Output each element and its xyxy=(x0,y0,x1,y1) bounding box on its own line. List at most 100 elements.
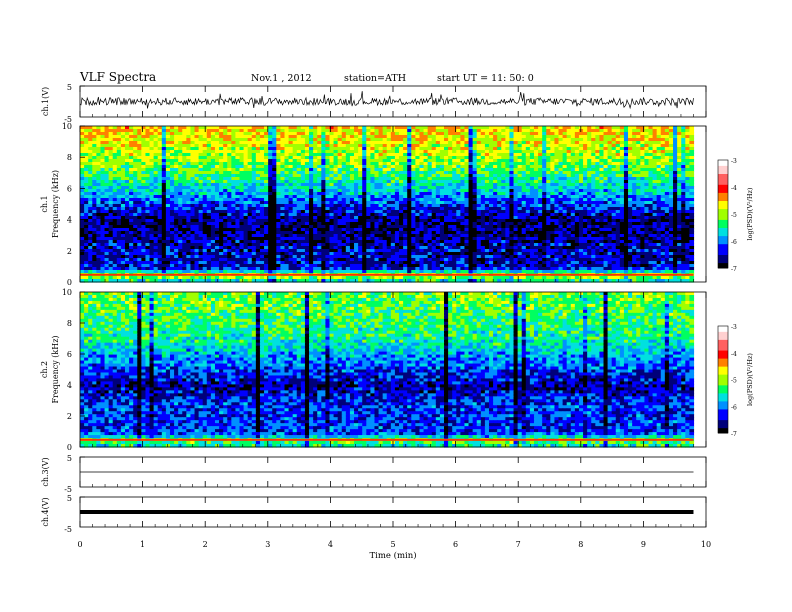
s1-colorbar-step xyxy=(718,214,728,218)
s2-colorbar-step xyxy=(718,347,728,351)
s2-colorbar-step xyxy=(718,424,728,429)
s2-colorbar-step xyxy=(718,344,728,348)
s1-colorbar-step xyxy=(718,176,728,180)
s1-colorbar-step xyxy=(718,265,728,269)
s1-ytick-2: 2 xyxy=(67,247,72,256)
s1-colorbar-tick--3: -3 xyxy=(731,158,737,165)
ch2-spec-cells xyxy=(80,292,695,448)
s2-ylabel-ch: ch.2 xyxy=(40,361,49,378)
ch1-trace xyxy=(79,91,694,110)
s2-colorbar-step xyxy=(718,419,728,423)
s2-colorbar-step xyxy=(718,355,728,359)
s1-colorbar-step xyxy=(718,197,728,201)
ch4-ylabel: ch.4(V) xyxy=(41,497,50,526)
s1-colorbar-step xyxy=(718,254,728,258)
s2-colorbar-step xyxy=(718,403,728,407)
s1-colorbar-step xyxy=(718,162,728,166)
xtick-label-1: 1 xyxy=(140,540,145,549)
s2-colorbar-step xyxy=(718,331,728,335)
s1-colorbar-step xyxy=(718,222,728,226)
s2-colorbar-step xyxy=(718,398,728,402)
s2-colorbar-step xyxy=(718,374,728,378)
s2-colorbar-step xyxy=(718,382,728,386)
xtick-label-9: 9 xyxy=(641,540,646,549)
s1-colorbar-step xyxy=(718,184,728,188)
ch2-spec-band xyxy=(80,438,694,441)
s2-colorbar-step xyxy=(718,422,728,426)
station-label: station=ATH xyxy=(344,73,406,84)
ch3-ytick-bottom: -5 xyxy=(64,485,72,494)
xtick-label-2: 2 xyxy=(203,540,208,549)
s2-colorbar-step xyxy=(718,363,728,367)
ch1-spec-cells xyxy=(80,126,695,283)
s1-colorbar-step xyxy=(718,195,728,199)
s1-colorbar-step xyxy=(718,230,728,234)
s2-colorbar-step xyxy=(718,416,728,421)
s1-colorbar-step xyxy=(718,165,728,169)
s2-colorbar-step xyxy=(718,358,728,362)
s2-colorbar-step xyxy=(718,384,728,389)
s2-ylabel-freq: Frequency (kHz) xyxy=(51,335,60,403)
ch1-spec-band xyxy=(80,273,694,276)
s1-colorbar-step xyxy=(718,241,728,245)
xtick-label-5: 5 xyxy=(390,540,395,549)
s2-colorbar-tick--3: -3 xyxy=(731,324,737,331)
s2-colorbar-step xyxy=(718,326,728,330)
s2-colorbar-step xyxy=(718,376,728,380)
s2-colorbar-step xyxy=(718,390,728,394)
ch4-trace xyxy=(80,510,694,514)
s2-colorbar-step xyxy=(718,328,728,332)
xtick-label-6: 6 xyxy=(453,540,458,549)
ch1-ytick-bottom: -5 xyxy=(64,115,72,124)
s1-ylabel-ch: ch.1 xyxy=(40,195,49,212)
s2-colorbar-step xyxy=(718,379,728,383)
s1-ylabel-freq: Frequency (kHz) xyxy=(51,170,60,238)
s1-colorbar-step xyxy=(718,211,728,215)
s2-colorbar-step xyxy=(718,430,728,434)
s1-colorbar-tick--5: -5 xyxy=(731,212,737,219)
xtick-label-4: 4 xyxy=(328,540,333,549)
s1-colorbar-step xyxy=(718,224,728,228)
ch1-ytick-top: 5 xyxy=(67,83,72,92)
s2-ytick-2: 2 xyxy=(67,412,72,421)
s2-colorbar-step xyxy=(718,336,728,340)
s1-colorbar-step xyxy=(718,200,728,204)
xtick-label-10: 10 xyxy=(701,540,711,549)
s1-ytick-4: 4 xyxy=(67,216,72,225)
s1-colorbar-step xyxy=(718,238,728,242)
s2-colorbar-label: log(PSD)(V²/Hz) xyxy=(746,353,754,406)
s2-colorbar-step xyxy=(718,414,728,418)
s1-colorbar-step xyxy=(718,205,728,210)
s2-colorbar-tick--7: -7 xyxy=(731,431,737,438)
s1-colorbar-label: log(PSD)(V²/Hz) xyxy=(746,187,754,240)
s1-colorbar-step xyxy=(718,160,728,164)
s1-colorbar-step xyxy=(718,232,728,237)
ch3-ylabel: ch.3(V) xyxy=(41,457,50,486)
s2-colorbar-step xyxy=(718,395,728,399)
s2-colorbar-step xyxy=(718,392,728,397)
s2-colorbar-tick--4: -4 xyxy=(731,351,737,358)
s2-ytick-8: 8 xyxy=(67,319,72,328)
s1-colorbar-step xyxy=(718,181,728,185)
s1-colorbar-step xyxy=(718,189,728,193)
s2-ytick-4: 4 xyxy=(67,381,72,390)
s1-ytick-10: 10 xyxy=(62,122,72,131)
s1-ytick-8: 8 xyxy=(67,153,72,162)
s1-colorbar-tick--7: -7 xyxy=(731,266,737,273)
s2-colorbar-step xyxy=(718,339,728,343)
s1-colorbar-step xyxy=(718,262,728,266)
start-time-label: start UT = 11: 50: 0 xyxy=(437,73,534,84)
s1-colorbar-step xyxy=(718,203,728,207)
xtick-label-3: 3 xyxy=(265,540,270,549)
s2-ytick-6: 6 xyxy=(67,350,72,359)
chart-title: VLF Spectra xyxy=(80,70,157,84)
s2-colorbar-step xyxy=(718,360,728,364)
s1-colorbar-step xyxy=(718,246,728,250)
ch3-ytick-top: 5 xyxy=(67,454,72,463)
ch1-ylabel: ch.1(V) xyxy=(41,87,50,116)
s1-colorbar-step xyxy=(718,219,728,223)
s1-colorbar-step xyxy=(718,249,728,253)
s2-colorbar-step xyxy=(718,427,728,431)
s1-ytick-0: 0 xyxy=(67,278,72,287)
